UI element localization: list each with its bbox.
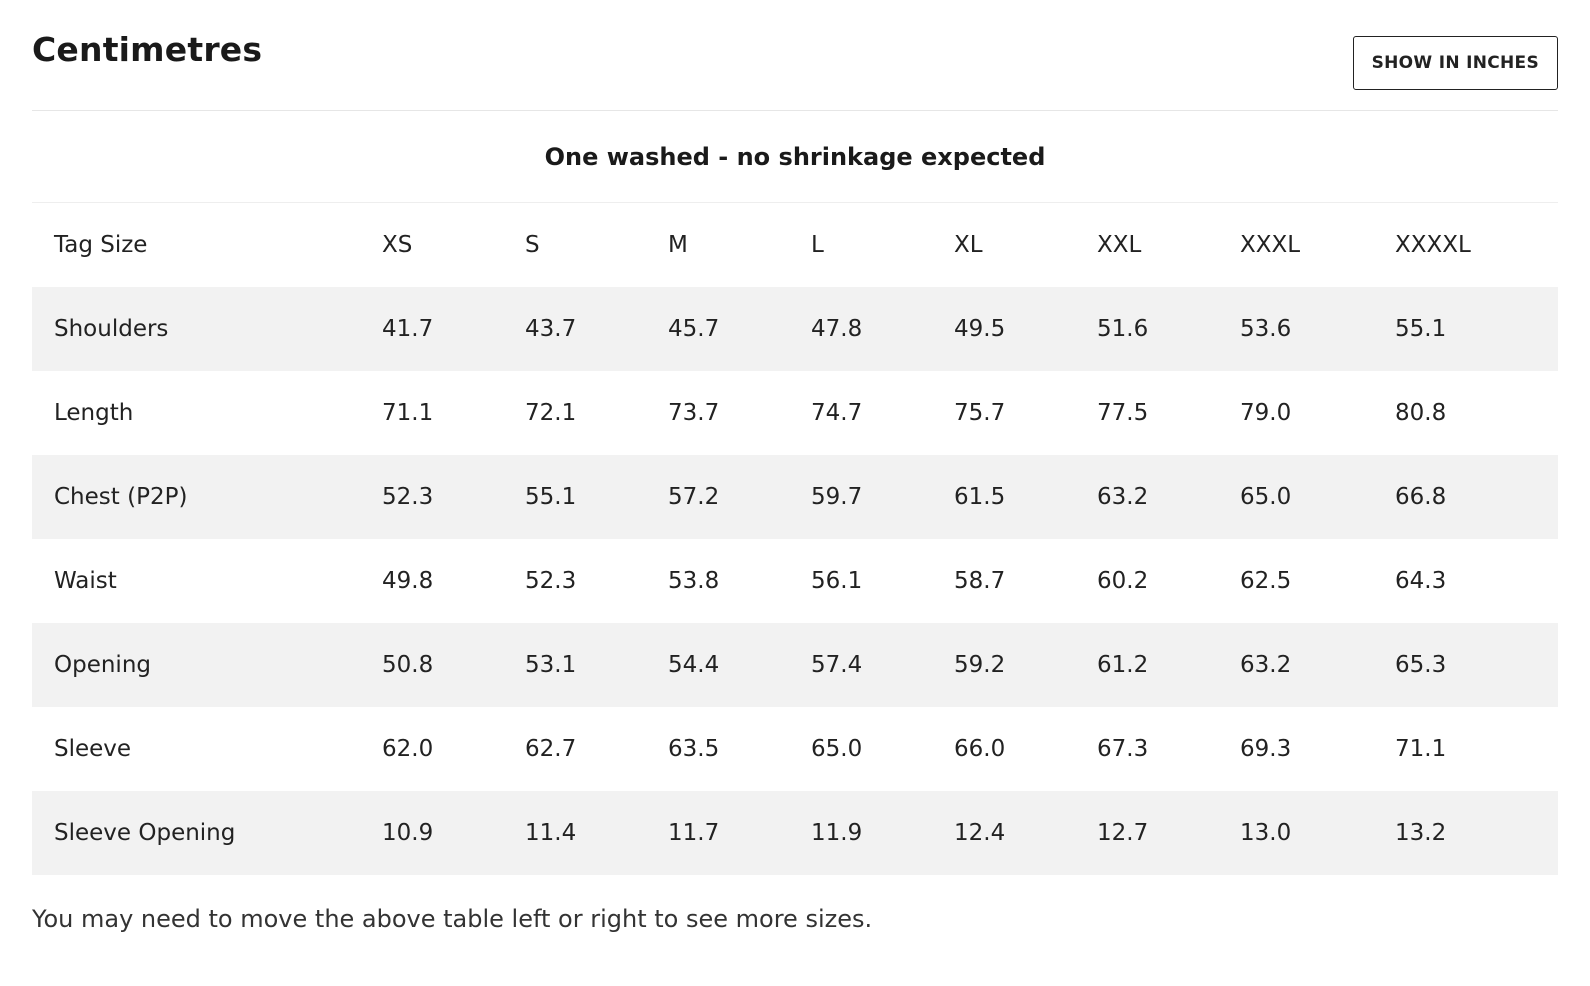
table-cell: 49.5 xyxy=(954,287,1097,371)
column-header: XL xyxy=(954,232,983,258)
table-cell: 57.2 xyxy=(668,455,811,539)
row-label: Waist xyxy=(54,568,117,594)
table-cell: 66.8 xyxy=(1395,455,1558,539)
table-cell: 80.8 xyxy=(1395,400,1447,426)
table-cell: 58.7 xyxy=(954,568,1006,594)
size-chart-header: Centimetres SHOW IN INCHES xyxy=(32,0,1558,111)
column-header: Tag Size xyxy=(54,232,148,258)
table-cell: 41.7 xyxy=(382,287,525,371)
table-cell: 54.4 xyxy=(668,623,811,707)
table-cell: 65.3 xyxy=(1395,623,1558,707)
row-label: Length xyxy=(54,400,134,426)
table-cell: 77.5 xyxy=(1097,400,1149,426)
table-cell: 47.8 xyxy=(811,287,954,371)
table-cell: 57.4 xyxy=(811,623,954,707)
table-row: Waist 49.8 52.3 53.8 56.1 58.7 60.2 62.5… xyxy=(32,539,1558,623)
table-row: Sleeve 62.0 62.7 63.5 65.0 66.0 67.3 69.… xyxy=(32,707,1558,791)
table-cell: 61.5 xyxy=(954,455,1097,539)
row-label: Opening xyxy=(32,623,382,707)
column-header: L xyxy=(811,232,824,258)
table-cell: 56.1 xyxy=(811,568,863,594)
size-table: Tag Size XS S M L XL XXL XXXL XXXXL Shou… xyxy=(32,203,1558,875)
table-cell: 59.7 xyxy=(811,455,954,539)
unit-title: Centimetres xyxy=(32,30,263,69)
shrinkage-note-row: One washed - no shrinkage expected xyxy=(32,111,1558,203)
table-cell: 62.5 xyxy=(1240,568,1292,594)
table-row: Chest (P2P) 52.3 55.1 57.2 59.7 61.5 63.… xyxy=(32,455,1558,539)
table-cell: 53.8 xyxy=(668,568,720,594)
table-cell: 65.0 xyxy=(1240,455,1395,539)
table-cell: 72.1 xyxy=(525,400,577,426)
table-cell: 12.7 xyxy=(1097,791,1240,875)
table-cell: 65.0 xyxy=(811,736,863,762)
table-cell: 55.1 xyxy=(1395,287,1558,371)
table-cell: 53.1 xyxy=(525,623,668,707)
table-cell: 43.7 xyxy=(525,287,668,371)
table-cell: 69.3 xyxy=(1240,736,1292,762)
column-header: XS xyxy=(382,232,413,258)
table-row: Length 71.1 72.1 73.7 74.7 75.7 77.5 79.… xyxy=(32,371,1558,455)
table-cell: 10.9 xyxy=(382,791,525,875)
table-cell: 74.7 xyxy=(811,400,863,426)
table-cell: 55.1 xyxy=(525,455,668,539)
shrinkage-note: One washed - no shrinkage expected xyxy=(544,142,1046,171)
table-cell: 51.6 xyxy=(1097,287,1240,371)
table-row: Shoulders 41.7 43.7 45.7 47.8 49.5 51.6 … xyxy=(32,287,1558,371)
table-cell: 12.4 xyxy=(954,791,1097,875)
column-header: XXL xyxy=(1097,232,1142,258)
table-cell: 11.7 xyxy=(668,791,811,875)
column-header: S xyxy=(525,232,540,258)
table-cell: 59.2 xyxy=(954,623,1097,707)
table-cell: 60.2 xyxy=(1097,568,1149,594)
table-cell: 49.8 xyxy=(382,568,434,594)
table-cell: 13.0 xyxy=(1240,791,1395,875)
table-cell: 61.2 xyxy=(1097,623,1240,707)
table-cell: 52.3 xyxy=(382,455,525,539)
table-cell: 52.3 xyxy=(525,568,577,594)
table-cell: 62.7 xyxy=(525,736,577,762)
column-header: XXXL xyxy=(1240,232,1301,258)
row-label: Sleeve xyxy=(54,736,132,762)
show-in-inches-button[interactable]: SHOW IN INCHES xyxy=(1352,36,1558,90)
table-cell: 71.1 xyxy=(1395,736,1447,762)
column-header: XXXXL xyxy=(1395,232,1471,258)
column-header: M xyxy=(668,232,688,258)
table-cell: 11.9 xyxy=(811,791,954,875)
table-cell: 79.0 xyxy=(1240,400,1292,426)
table-cell: 71.1 xyxy=(382,400,434,426)
table-cell: 66.0 xyxy=(954,736,1006,762)
table-cell: 63.2 xyxy=(1097,455,1240,539)
table-cell: 11.4 xyxy=(525,791,668,875)
table-cell: 63.2 xyxy=(1240,623,1395,707)
table-row: Opening 50.8 53.1 54.4 57.4 59.2 61.2 63… xyxy=(32,623,1558,707)
row-label: Shoulders xyxy=(32,287,382,371)
table-cell: 67.3 xyxy=(1097,736,1149,762)
row-label: Chest (P2P) xyxy=(32,455,382,539)
table-cell: 64.3 xyxy=(1395,568,1447,594)
table-header-row: Tag Size XS S M L XL XXL XXXL XXXXL xyxy=(32,203,1558,287)
row-label: Sleeve Opening xyxy=(32,791,382,875)
table-cell: 13.2 xyxy=(1395,791,1558,875)
table-row: Sleeve Opening 10.9 11.4 11.7 11.9 12.4 … xyxy=(32,791,1558,875)
table-cell: 50.8 xyxy=(382,623,525,707)
table-cell: 63.5 xyxy=(668,736,720,762)
table-cell: 75.7 xyxy=(954,400,1006,426)
table-cell: 62.0 xyxy=(382,736,434,762)
table-cell: 45.7 xyxy=(668,287,811,371)
table-cell: 73.7 xyxy=(668,400,720,426)
size-chart-section: Centimetres SHOW IN INCHES One washed - … xyxy=(32,0,1558,933)
scroll-hint-text: You may need to move the above table lef… xyxy=(32,905,873,933)
table-cell: 53.6 xyxy=(1240,287,1395,371)
